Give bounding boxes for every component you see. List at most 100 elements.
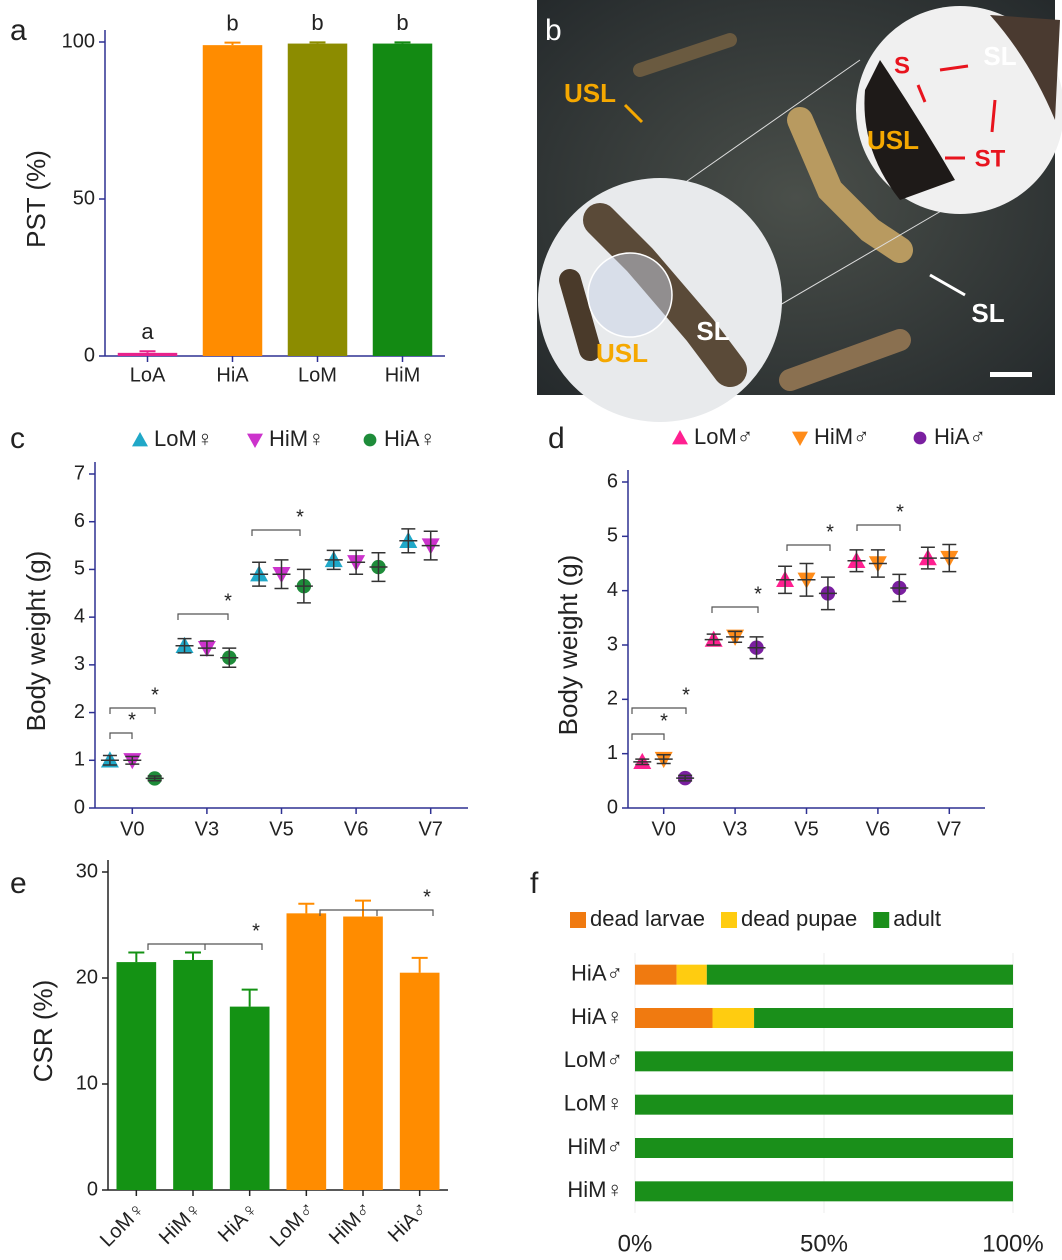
arrow <box>623 103 644 124</box>
bar-segment <box>635 964 677 985</box>
error-bar <box>241 988 258 1007</box>
y-axis-label: CSR (%) <box>28 980 58 1083</box>
x-tick-label: V3 <box>723 818 747 840</box>
significance-bracket <box>631 733 665 740</box>
legend-label: HiA♂ <box>934 424 986 449</box>
error-bar <box>250 561 269 587</box>
significance-label: * <box>754 583 762 605</box>
legend-label: HiM♂ <box>814 424 870 449</box>
x-tick-label: V7 <box>937 818 961 840</box>
significance-bracket <box>786 544 831 551</box>
significance-bracket <box>319 909 434 916</box>
x-tick-label: HiM♀ <box>155 1198 206 1249</box>
error-bar <box>676 774 695 782</box>
bar <box>202 45 263 356</box>
zoom-marker <box>587 252 673 338</box>
significance-label: * <box>660 710 668 732</box>
y-tick-label: 20 <box>76 966 98 988</box>
legend-label: dead larvae <box>590 906 705 931</box>
bar <box>117 352 178 356</box>
significance-label: * <box>826 521 834 543</box>
legend-label: LoM♀ <box>154 426 213 451</box>
error-bar <box>294 568 313 604</box>
photo-label: USL <box>564 78 616 108</box>
larva <box>787 107 913 263</box>
bar <box>287 43 348 356</box>
y-tick-label: 4 <box>74 605 85 627</box>
error-bar <box>394 41 411 44</box>
significance-label: * <box>682 684 690 706</box>
y-tick-label: HiM♀ <box>567 1177 623 1202</box>
significance-bracket <box>147 943 263 950</box>
panel-label: a <box>10 14 27 47</box>
significance-label: * <box>423 886 431 908</box>
x-tick-label: HiA <box>216 364 249 386</box>
photo-label: USL <box>596 338 648 368</box>
error-bar <box>123 755 142 765</box>
error-bar <box>224 41 241 46</box>
bar <box>116 962 157 1190</box>
error-bar <box>818 576 837 611</box>
x-tick-label: 100% <box>982 1230 1043 1257</box>
photo-label: USL <box>867 125 919 155</box>
mean-marker <box>132 432 148 447</box>
scale-bar <box>990 372 1032 377</box>
y-tick-label: 50 <box>73 187 95 209</box>
error-bar <box>369 551 388 583</box>
larva-dark <box>864 60 955 200</box>
error-bar <box>175 637 194 654</box>
y-axis-label: PST (%) <box>21 150 51 248</box>
error-bar <box>185 951 201 960</box>
y-tick-label: 6 <box>74 510 85 532</box>
mean-marker <box>792 431 808 446</box>
bar-segment <box>635 1051 1013 1072</box>
arrow <box>929 273 966 297</box>
legend-label: dead pupae <box>741 906 857 931</box>
group-label: b <box>396 10 408 35</box>
x-tick-label: HiA♀ <box>214 1198 263 1247</box>
error-bar <box>220 647 239 668</box>
x-tick-label: LoM <box>298 364 337 386</box>
error-bar <box>128 951 145 963</box>
arrow <box>990 99 997 133</box>
legend-swatch <box>570 912 586 928</box>
legend-label: HiA♀ <box>384 426 436 451</box>
bar-segment <box>635 1181 1013 1202</box>
y-tick-label: 0 <box>607 796 618 818</box>
y-tick-label: 3 <box>74 653 85 675</box>
error-bar <box>421 530 440 561</box>
y-tick-label: 4 <box>607 579 618 601</box>
zoom-line <box>659 59 861 201</box>
group-label: b <box>226 10 238 35</box>
x-tick-label: LoA <box>130 364 166 386</box>
mean-marker <box>672 430 688 445</box>
bar <box>399 972 440 1190</box>
error-bar <box>654 754 673 765</box>
group-label: b <box>311 10 323 35</box>
y-tick-label: 2 <box>74 701 85 723</box>
x-tick-label: 0% <box>618 1230 653 1257</box>
larva <box>779 329 911 391</box>
y-tick-label: 5 <box>607 525 618 547</box>
error-bar <box>272 559 291 590</box>
y-tick-label: 3 <box>607 633 618 655</box>
panel-label: c <box>10 422 25 455</box>
arrow <box>939 64 969 72</box>
arrows <box>623 64 997 297</box>
y-tick-label: 0 <box>87 1178 98 1200</box>
error-bar <box>100 754 119 766</box>
bar-segment <box>754 1008 1013 1028</box>
error-bar <box>847 549 866 573</box>
y-tick-label: LoM♂ <box>564 1047 623 1072</box>
error-bar <box>298 902 315 914</box>
x-tick-label: V6 <box>866 818 890 840</box>
significance-bracket <box>631 707 687 714</box>
arrow <box>916 84 927 103</box>
x-tick-label: HiM♂ <box>325 1198 376 1249</box>
y-tick-label: 100 <box>62 30 95 52</box>
error-bar <box>411 956 428 973</box>
photo-label: ST <box>975 145 1006 172</box>
x-tick-label: 50% <box>800 1230 848 1257</box>
y-tick-label: HiM♂ <box>567 1134 623 1159</box>
